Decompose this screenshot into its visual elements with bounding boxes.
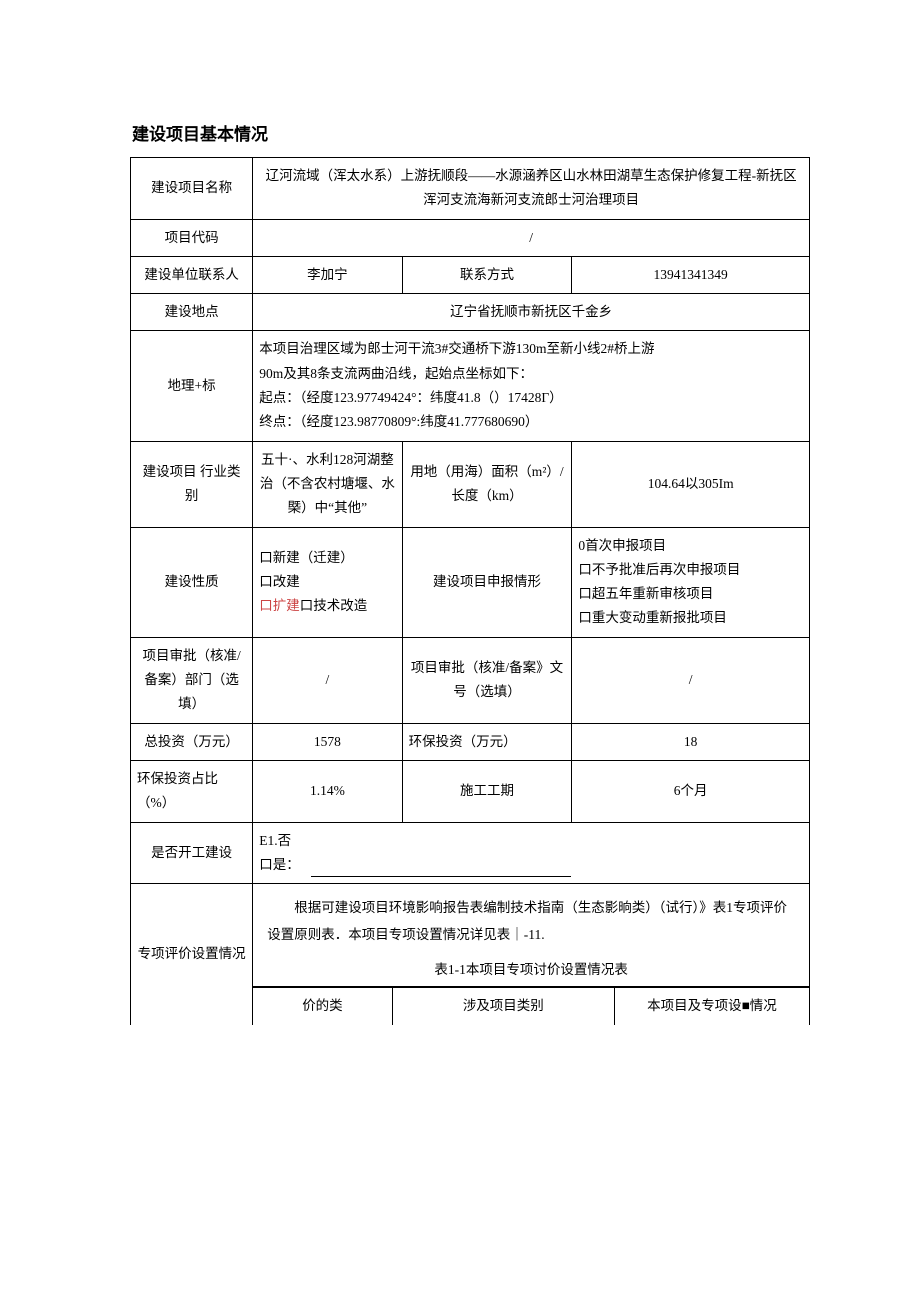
table-row: 建设单位联系人 李加宁 联系方式 13941341349 [131, 256, 810, 293]
value-period: 6个月 [572, 760, 810, 822]
value-land-area: 104.64以305Im [572, 441, 810, 527]
table-row: 项目代码 / [131, 219, 810, 256]
table-row: 总投资（万元） 1578 环保投资（万元） 18 [131, 723, 810, 760]
value-location: 辽宁省抚顺市新抚区千金乡 [253, 294, 810, 331]
inner-header: 价的类 [253, 988, 392, 1025]
value-industry: 五十·、水利128河湖整治（不含农村塘堰、水槩）中“其他” [253, 441, 402, 527]
started-option: E1.否 [259, 829, 803, 853]
label-approval-no: 项目审批（核准/备案》文号（选填） [402, 637, 572, 723]
table-row: 地理+标 本项目治理区域为郎士河干流3#交通桥下游130m至新小线2#桥上游 9… [131, 331, 810, 441]
label-contact-person: 建设单位联系人 [131, 256, 253, 293]
geo-line: 90m及其8条支流两曲沿线，起始点坐标如下： [259, 362, 803, 386]
value-started: E1.否 口是： [253, 822, 810, 884]
project-info-table: 建设项目名称 辽河流域（浑太水系）上游抚顺段——水源涵养区山水林田湖草生态保护修… [130, 157, 810, 1025]
started-option: 口是： [259, 857, 300, 872]
label-started: 是否开工建设 [131, 822, 253, 884]
label-project-code: 项目代码 [131, 219, 253, 256]
nature-option: 口新建（迁建） [259, 546, 395, 570]
value-nature: 口新建（迁建） 口改建 口扩建口技术改造 [253, 527, 402, 637]
value-contact-phone: 13941341349 [572, 256, 810, 293]
value-special-eval: 根据可建设项目环境影响报告表编制技术指南（生态影晌类）（试行）》表1专项评价设置… [253, 884, 810, 988]
label-declare-situation: 建设项目申报情形 [402, 527, 572, 637]
label-special-eval: 专项评价设置情况 [131, 884, 253, 1025]
label-geo: 地理+标 [131, 331, 253, 441]
geo-line: 起点：（经度123.97749424°：纬度41.8（）17428Γ） [259, 386, 803, 410]
table-row: 建设项目名称 辽河流域（浑太水系）上游抚顺段——水源涵养区山水林田湖草生态保护修… [131, 158, 810, 220]
value-declare-situation: 0首次申报项目 口不予批准后再次申报项目 口超五年重新审核项目 口重大变动重新报… [572, 527, 810, 637]
table-row: 建设性质 口新建（迁建） 口改建 口扩建口技术改造 建设项目申报情形 0首次申报… [131, 527, 810, 637]
declare-option: 口超五年重新审核项目 [578, 582, 803, 606]
label-env-invest: 环保投资（万元） [402, 723, 572, 760]
started-option-line: 口是： [259, 853, 803, 877]
inner-header: 涉及项目类别 [392, 988, 614, 1025]
label-project-name: 建设项目名称 [131, 158, 253, 220]
label-env-ratio: 环保投资占比（%） [131, 760, 253, 822]
declare-option: 口重大变动重新报批项目 [578, 606, 803, 630]
inner-table: 价的类 涉及项目类别 本项目及专项设■情况 [253, 987, 809, 1024]
page-title: 建设项目基本情况 [130, 120, 810, 145]
inner-table-caption: 表1-1本项目专项讨价设置情况表 [253, 954, 809, 987]
label-nature: 建设性质 [131, 527, 253, 637]
value-approval-dept: / [253, 637, 402, 723]
value-project-code: / [253, 219, 810, 256]
blank-underline [311, 863, 571, 878]
table-row: 建设地点 辽宁省抚顺市新抚区千金乡 [131, 294, 810, 331]
value-env-invest: 18 [572, 723, 810, 760]
inner-header-row: 价的类 涉及项目类别 本项目及专项设■情况 [253, 988, 809, 1025]
nature-option: 口改建 [259, 570, 395, 594]
table-row: 环保投资占比（%） 1.14% 施工工期 6个月 [131, 760, 810, 822]
label-approval-dept: 项目审批（核准/备案）部门（选填） [131, 637, 253, 723]
nature-option: 口技术改造 [300, 598, 368, 613]
value-project-name: 辽河流域（浑太水系）上游抚顺段——水源涵养区山水林田湖草生态保护修复工程-新抚区… [253, 158, 810, 220]
label-total-invest: 总投资（万元） [131, 723, 253, 760]
table-row: 建设项目 行业类别 五十·、水利128河湖整治（不含农村塘堰、水槩）中“其他” … [131, 441, 810, 527]
value-approval-no: / [572, 637, 810, 723]
geo-line: 本项目治理区域为郎士河干流3#交通桥下游130m至新小线2#桥上游 [259, 337, 803, 361]
value-env-ratio: 1.14% [253, 760, 402, 822]
nature-option-line: 口扩建口技术改造 [259, 594, 395, 618]
geo-line: 终点：（经度123.98770809°:纬度41.777680690） [259, 410, 803, 434]
label-contact-method: 联系方式 [402, 256, 572, 293]
label-period: 施工工期 [402, 760, 572, 822]
nature-option-red: 口扩建 [259, 598, 300, 613]
inner-table-container: 价的类 涉及项目类别 本项目及专项设■情况 [253, 987, 810, 1024]
value-total-invest: 1578 [253, 723, 402, 760]
table-row: 专项评价设置情况 根据可建设项目环境影响报告表编制技术指南（生态影晌类）（试行）… [131, 884, 810, 988]
label-land-area: 用地（用海）面积（m²）/长度（km） [402, 441, 572, 527]
value-geo: 本项目治理区域为郎士河干流3#交通桥下游130m至新小线2#桥上游 90m及其8… [253, 331, 810, 441]
label-industry: 建设项目 行业类别 [131, 441, 253, 527]
table-row: 是否开工建设 E1.否 口是： [131, 822, 810, 884]
label-location: 建设地点 [131, 294, 253, 331]
value-contact-person: 李加宁 [253, 256, 402, 293]
declare-option: 口不予批准后再次申报项目 [578, 558, 803, 582]
special-eval-text: 根据可建设项目环境影响报告表编制技术指南（生态影晌类）（试行）》表1专项评价设置… [253, 884, 809, 954]
inner-header: 本项目及专项设■情况 [614, 988, 809, 1025]
declare-option: 0首次申报项目 [578, 534, 803, 558]
table-row: 项目审批（核准/备案）部门（选填） / 项目审批（核准/备案》文号（选填） / [131, 637, 810, 723]
